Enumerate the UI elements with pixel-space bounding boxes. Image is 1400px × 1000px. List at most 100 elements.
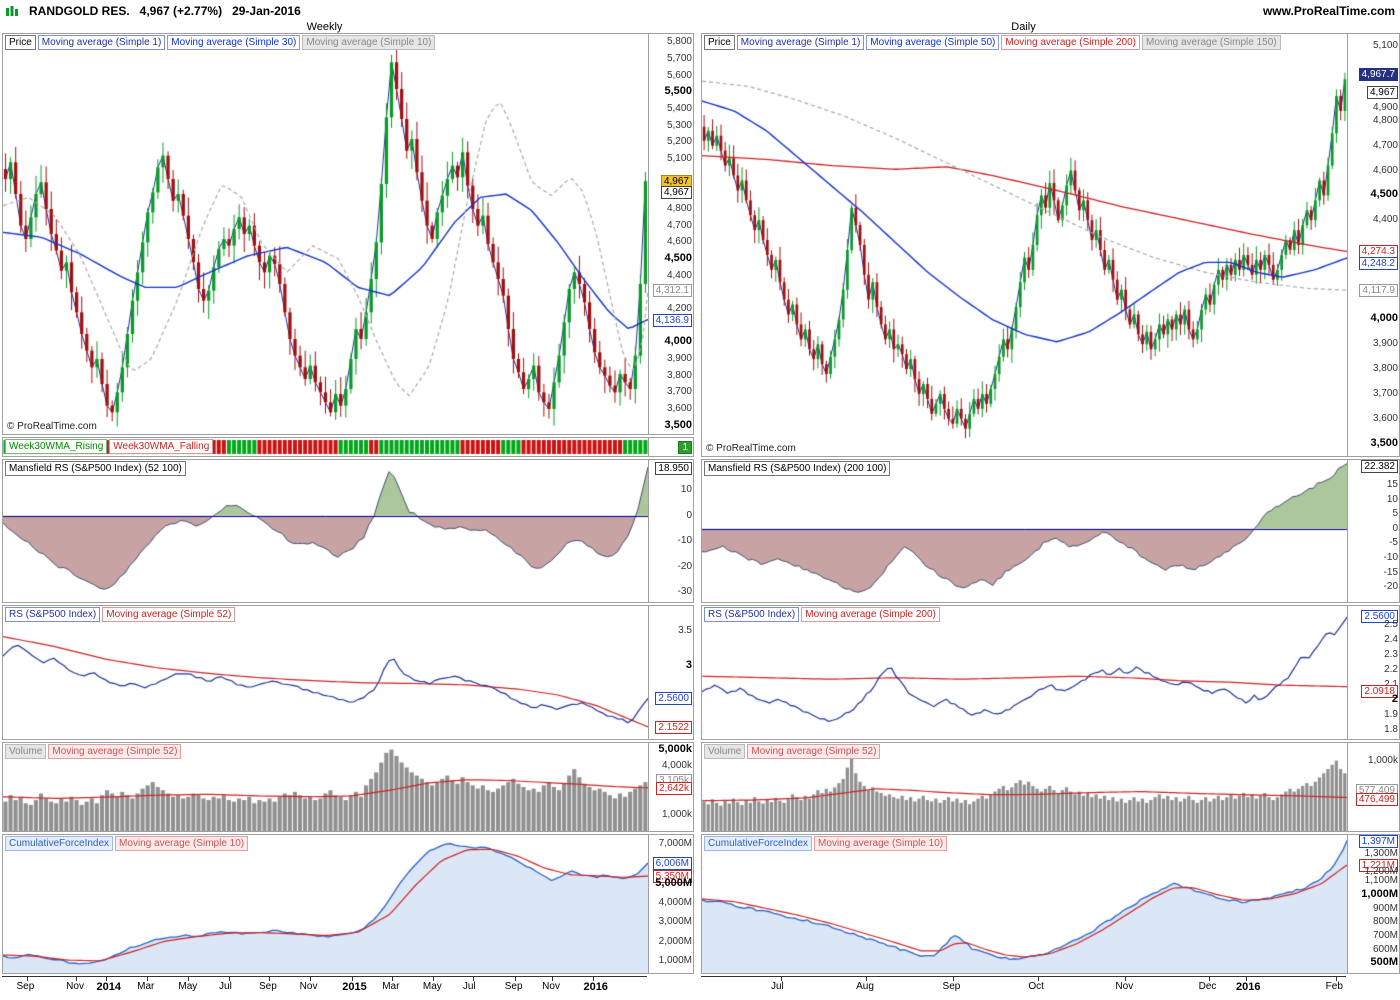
y-axis-label: 3,000M [658,916,692,928]
y-axis-label: 5,700 [666,53,692,64]
legend-item[interactable]: CumulativeForceIndex [5,836,114,851]
legend-item[interactable]: Moving average (Simple 52) [102,607,236,622]
legend-item[interactable]: Moving average (Simple 10) [115,836,249,851]
weekly-rs-plot[interactable]: RS (S&P500 Index) Moving average (Simple … [3,606,648,739]
daily-cfi-panel: CumulativeForceIndex Moving average (Simp… [701,834,1400,974]
x-axis-label: Nov [542,981,560,992]
y-axis-label: 4,600 [1372,164,1398,176]
daily-volume-plot[interactable]: Volume Moving average (Simple 52) [702,743,1347,831]
y-axis-label: 3,500 [664,418,692,431]
y-axis-label: 10 [680,484,692,496]
y-axis-label: 800M [1372,916,1398,928]
daily-mansfield-yaxis: 22.382 15 10 5 0 -5 -10 -15 -20 [1347,460,1399,602]
weekly-cfi-yaxis: 7,000M 6,006M 5,350M 5,000M 4,000M 3,000M 2,00… [648,835,693,973]
y-axis-label: 4,500 [664,252,692,264]
x-axis-tick [1208,977,1210,981]
legend-item[interactable]: RS (S&P500 Index) [5,607,101,622]
x-axis-tick [26,977,28,981]
legend-item[interactable]: Moving average (Simple 50) [866,35,1000,50]
copyright-label: © ProRealTime.com [7,421,97,432]
y-axis-label: 2.5600 [655,691,692,705]
x-axis-label: 2016 [1236,981,1261,993]
y-axis-label: 1,000k [1367,754,1398,766]
y-axis-label: 0 [686,509,692,521]
y-axis-label: 4,967 [660,186,692,200]
x-axis-label: 2014 [96,981,121,993]
y-axis-label: 4,312.1 [652,284,692,298]
y-axis-label: 3,600 [666,403,692,414]
weekly-wma-strip-plot[interactable]: Week30WMA_Rising Week30WMA_Falling [3,438,648,456]
legend-item[interactable]: Price [5,35,36,50]
legend-item[interactable]: Week30WMA_Rising [5,439,108,454]
legend-item[interactable]: Price [704,35,735,50]
copyright-label: © ProRealTime.com [706,443,796,454]
legend-item[interactable]: Moving average (Simple 150) [1141,35,1281,50]
legend-item[interactable]: CumulativeForceIndex [704,836,813,851]
weekly-mansfield-yaxis: 18.950 10 0 -10 -20 -30 [648,460,693,602]
legend-item[interactable]: Mansfield RS (S&P500 Index) (52 100) [5,461,186,476]
y-axis-label: -30 [677,585,692,597]
weekly-mansfield-plot[interactable]: Mansfield RS (S&P500 Index) (52 100) [3,460,648,602]
legend-item[interactable]: Moving average (Simple 30) [167,35,301,50]
y-axis-label: 2.1522 [655,720,692,734]
y-axis-label: -20 [677,560,692,572]
x-axis-tick [514,977,516,981]
legend-item[interactable]: Moving average (Simple 10) [302,35,436,50]
x-axis-label: Sep [259,981,277,992]
column-title-daily: Daily [1011,21,1036,33]
weekly-rs-canvas [3,606,648,739]
x-axis-label: 2016 [583,981,608,993]
weekly-volume-plot[interactable]: Volume Moving average (Simple 52) [3,743,648,831]
y-axis-label: 4,700 [1372,139,1398,151]
daily-price-plot[interactable]: Price Moving average (Simple 1) Moving ave… [702,34,1347,456]
legend-item[interactable]: Moving average (Simple 52) [48,744,182,759]
daily-rs-legend: RS (S&P500 Index) Moving average (Simple … [702,606,940,622]
x-axis-tick [432,977,434,981]
y-axis-label: 5,200 [666,136,692,148]
weekly-cfi-plot[interactable]: CumulativeForceIndex Moving average (Simp… [3,835,648,973]
x-axis-tick [552,977,554,981]
legend-item[interactable]: Moving average (Simple 10) [814,836,948,851]
daily-rs-plot[interactable]: RS (S&P500 Index) Moving average (Simple … [702,606,1347,739]
legend-item[interactable]: Mansfield RS (S&P500 Index) (200 100) [704,461,891,476]
legend-item[interactable]: Volume [5,744,47,759]
daily-column: Daily Price Moving average (Simple 1) Movi… [701,21,1400,994]
x-axis-tick [269,977,271,981]
y-axis-label: 3,700 [1372,387,1398,399]
weekly-wma-strip-legend: Week30WMA_Rising Week30WMA_Falling [3,438,214,454]
weekly-cfi-canvas [3,835,648,973]
daily-mansfield-panel: Mansfield RS (S&P500 Index) (200 100) 22… [701,459,1400,603]
legend-item[interactable]: Moving average (Simple 200) [1001,35,1140,50]
daily-price-panel: Price Moving average (Simple 1) Moving ave… [701,33,1400,457]
weekly-cfi-panel: CumulativeForceIndex Moving average (Simp… [2,834,694,974]
y-axis-label: 5,500 [664,85,692,98]
y-axis-label: 4,248.2 [1358,256,1398,270]
y-axis-label: 500M [1370,956,1398,969]
y-axis-label: 2.3 [1384,649,1398,661]
weekly-price-plot[interactable]: Price Moving average (Simple 1) Moving ave… [3,34,648,434]
site-link[interactable]: www.ProRealTime.com [1262,3,1395,18]
legend-item[interactable]: Week30WMA_Falling [109,439,214,454]
y-axis-label: 3,500 [1370,436,1398,449]
y-axis-label: 2.2 [1384,664,1398,676]
legend-item[interactable]: RS (S&P500 Index) [704,607,800,622]
y-axis-label: -20 [1383,581,1398,593]
y-axis-label: 2.0918 [1361,685,1398,699]
legend-item[interactable]: Moving average (Simple 200) [801,607,940,622]
symbol-name: RANDGOLD RES. [29,3,130,18]
legend-item[interactable]: Moving average (Simple 1) [736,35,865,50]
x-axis-tick [229,977,231,981]
daily-cfi-plot[interactable]: CumulativeForceIndex Moving average (Simp… [702,835,1347,973]
daily-volume-legend: Volume Moving average (Simple 52) [702,743,881,759]
legend-item[interactable]: Volume [704,744,746,759]
y-axis-label: -10 [1383,552,1398,564]
legend-item[interactable]: Moving average (Simple 52) [747,744,881,759]
x-axis-tick [188,977,190,981]
legend-item[interactable]: Moving average (Simple 1) [37,35,166,50]
y-axis-label: 3,800 [666,369,692,381]
y-axis-label: 3,600 [1372,412,1398,424]
daily-mansfield-plot[interactable]: Mansfield RS (S&P500 Index) (200 100) [702,460,1347,602]
x-axis-tick [76,977,78,981]
weekly-xaxis: Sep Nov 2014 Mar May Jul Sep Nov 2015 Mar May Jul Se… [2,976,647,994]
